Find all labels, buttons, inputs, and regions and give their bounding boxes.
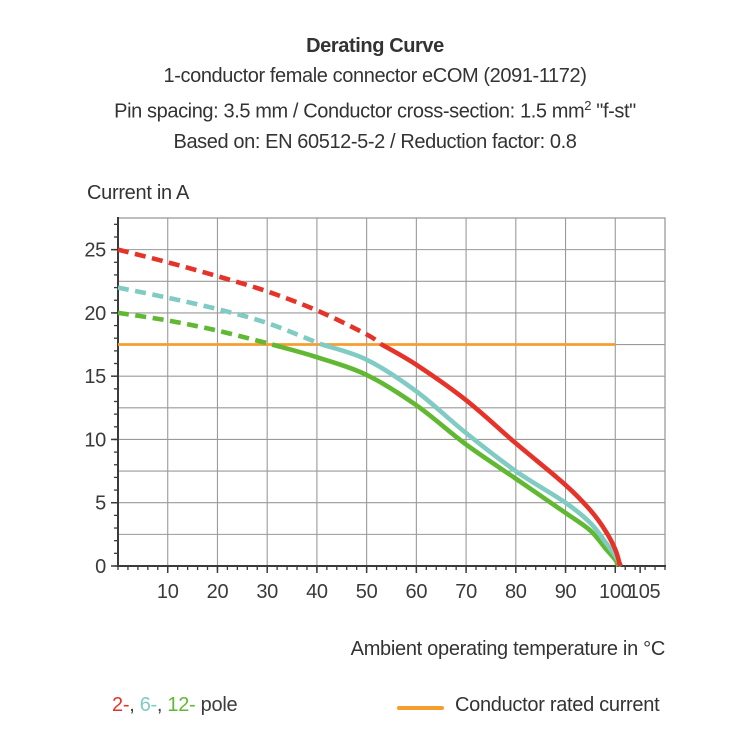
svg-text:80: 80	[505, 581, 527, 603]
chart-header: Derating Curve 1-conductor female connec…	[0, 31, 750, 157]
svg-text:0: 0	[95, 556, 106, 578]
legend-pole-6: 6-	[139, 694, 157, 716]
legend-rated: Conductor rated current	[397, 694, 660, 717]
subtitle-basis: Based on: EN 60512-5-2 / Reduction facto…	[173, 130, 577, 153]
svg-text:10: 10	[84, 429, 106, 451]
svg-text:15: 15	[84, 366, 106, 388]
svg-text:50: 50	[356, 581, 378, 603]
legend-poles: 2-, 6-, 12- pole	[112, 694, 238, 716]
y-axis-title: Current in A	[87, 182, 190, 204]
legend-rated-label: Conductor rated current	[455, 694, 660, 716]
svg-text:105: 105	[628, 581, 661, 603]
legend-pole-12: 12-	[167, 694, 196, 716]
page-title: Derating Curve	[306, 35, 444, 57]
svg-text:20: 20	[207, 581, 229, 603]
legend-pole-suffix: pole	[195, 694, 238, 716]
svg-text:10: 10	[157, 581, 179, 603]
svg-text:100: 100	[599, 581, 632, 603]
rated-current-line-swatch	[397, 706, 444, 710]
svg-text:90: 90	[555, 581, 577, 603]
svg-text:25: 25	[84, 240, 106, 262]
svg-text:20: 20	[84, 303, 106, 325]
svg-text:70: 70	[455, 581, 477, 603]
superscript-2: 2	[584, 98, 592, 113]
svg-text:60: 60	[406, 581, 428, 603]
subtitle-spec: Pin spacing: 3.5 mm / Conductor cross-se…	[114, 98, 636, 123]
x-axis-title: Ambient operating temperature in °C	[350, 638, 666, 660]
svg-text:40: 40	[306, 581, 328, 603]
legend-pole-2: 2-	[112, 694, 130, 716]
subtitle-product: 1-conductor female connector eCOM (2091-…	[163, 65, 587, 87]
svg-text:5: 5	[95, 493, 106, 515]
svg-text:30: 30	[256, 581, 278, 603]
